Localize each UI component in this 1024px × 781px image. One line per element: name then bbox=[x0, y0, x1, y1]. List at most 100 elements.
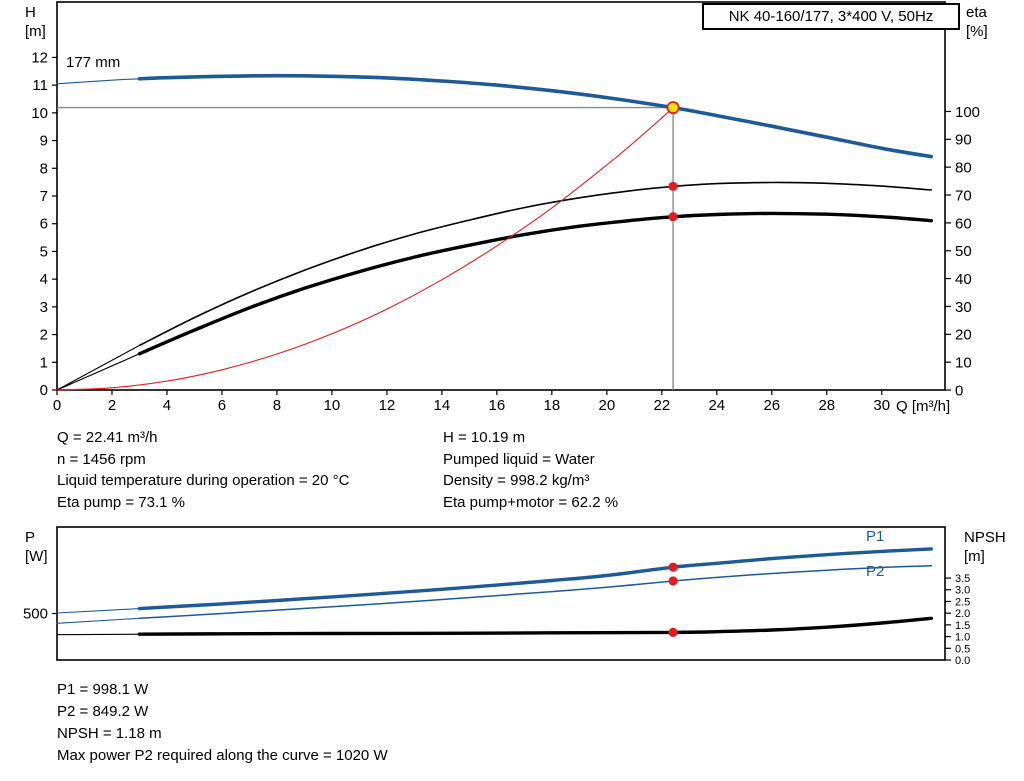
y-left-tick-label: 11 bbox=[32, 77, 48, 94]
y-right-tick-label: 1.5 bbox=[955, 620, 970, 632]
y-right-tick-label: 70 bbox=[955, 187, 972, 204]
y-left-tick-label: 5 bbox=[40, 243, 48, 260]
p-axis-symbol: P bbox=[25, 529, 36, 546]
eta-pump-row: Eta pump = 73.1 % bbox=[57, 493, 185, 511]
p1-row: P1 = 998.1 W bbox=[57, 681, 149, 698]
x-tick-label: 6 bbox=[218, 397, 226, 414]
y-right-tick-label: 50 bbox=[955, 243, 972, 260]
x-tick-label: 16 bbox=[489, 397, 506, 414]
head-curve-177mm-lead bbox=[56, 78, 141, 85]
p1-curve bbox=[137, 547, 933, 611]
x-tick-label: 22 bbox=[653, 397, 670, 414]
operating-data-left: Q = 22.41 m³/h n = 1456 rpm Liquid tempe… bbox=[57, 427, 349, 513]
x-tick-label: 30 bbox=[873, 397, 890, 414]
x-tick-label: 14 bbox=[434, 397, 451, 414]
y-right-tick-label: 3.5 bbox=[955, 573, 970, 585]
eta-axis-symbol: eta bbox=[966, 4, 987, 21]
liquid-temperature-row: Liquid temperature during operation = 20… bbox=[57, 472, 350, 489]
npsh-axis-symbol: NPSH bbox=[964, 529, 1006, 546]
power-plot-border bbox=[56, 526, 946, 661]
speed-row: n = 1456 rpm bbox=[57, 450, 146, 468]
y-right-tick-label: 20 bbox=[955, 327, 972, 344]
y-right-tick-label: 1.0 bbox=[955, 632, 970, 644]
y-right-tick-label: 0 bbox=[955, 382, 963, 399]
y-left-tick-label: 10 bbox=[31, 105, 48, 122]
npsh-row: NPSH = 1.18 m bbox=[57, 725, 162, 742]
power-data-block: P1 = 998.1 W P2 = 849.2 W NPSH = 1.18 m … bbox=[57, 679, 388, 767]
h-axis-label: H [m] bbox=[25, 3, 46, 41]
x-tick-label: 2 bbox=[108, 397, 116, 414]
y-right-tick-label: 2.5 bbox=[955, 596, 970, 608]
eta-pump-motor-row: Eta pump+motor = 62.2 % bbox=[443, 493, 619, 511]
y-right-tick-label: 80 bbox=[955, 160, 972, 177]
q-axis-label: Q [m³/h] bbox=[896, 398, 951, 415]
eta-pump-marker bbox=[668, 181, 678, 191]
head-row: H = 10.19 m bbox=[443, 429, 526, 446]
y-right-tick-label: 0.5 bbox=[955, 643, 970, 655]
p1-curve-lead bbox=[56, 608, 141, 614]
system-curve bbox=[56, 107, 674, 391]
h-axis-unit: [m] bbox=[25, 23, 46, 40]
npsh-curve-lead bbox=[56, 633, 141, 636]
y-left-tick-label: 8 bbox=[40, 160, 48, 177]
p1-curve-label: P1 bbox=[866, 528, 885, 545]
y-left-tick-label: 9 bbox=[40, 133, 48, 150]
y-right-tick-label: 100 bbox=[955, 104, 980, 121]
eta-axis-unit: [%] bbox=[966, 23, 988, 40]
npsh-duty-marker bbox=[668, 627, 678, 637]
x-tick-label: 26 bbox=[763, 397, 780, 414]
x-tick-label: 0 bbox=[53, 397, 61, 414]
x-tick-label: 24 bbox=[708, 397, 725, 414]
eta-axis-label: eta [%] bbox=[966, 3, 988, 41]
y-left-tick-label: 2 bbox=[40, 327, 48, 344]
operating-data-right: H = 10.19 m Pumped liquid = Water Densit… bbox=[443, 427, 618, 513]
y-right-tick-label: 90 bbox=[955, 132, 972, 149]
density-row: Density = 998.2 kg/m³ bbox=[443, 472, 590, 489]
p-axis-label: P [W] bbox=[25, 528, 48, 566]
npsh-axis-unit: [m] bbox=[964, 548, 985, 565]
y-left-tick-label: 6 bbox=[40, 216, 48, 233]
h-axis-symbol: H bbox=[25, 4, 36, 21]
duty-point-marker bbox=[666, 101, 680, 115]
eta-pump-curve-lead bbox=[56, 344, 141, 391]
p2-curve bbox=[138, 565, 933, 620]
pump-title-box: NK 40-160/177, 3*400 V, 50Hz bbox=[702, 3, 960, 30]
npsh-axis-label: NPSH [m] bbox=[964, 528, 1006, 566]
x-tick-label: 4 bbox=[163, 397, 171, 414]
impeller-diameter-label: 177 mm bbox=[66, 54, 121, 71]
y-right-tick-label: 10 bbox=[955, 355, 972, 372]
x-tick-label: 18 bbox=[544, 397, 561, 414]
y-left-tick-label: 7 bbox=[40, 188, 48, 205]
eta-pump-motor-marker bbox=[668, 212, 678, 222]
y-right-tick-label: 2.0 bbox=[955, 608, 970, 620]
p1-duty-marker bbox=[668, 562, 678, 572]
eta-pump-motor-curve-lead bbox=[56, 353, 141, 391]
p2-curve-label: P2 bbox=[866, 563, 885, 580]
head-curve-177mm bbox=[137, 73, 934, 159]
x-tick-label: 8 bbox=[273, 397, 281, 414]
y-right-tick-label: 60 bbox=[955, 215, 972, 232]
x-tick-label: 28 bbox=[818, 397, 835, 414]
y-right-tick-label: 30 bbox=[955, 299, 972, 316]
p-axis-unit: [W] bbox=[25, 548, 48, 565]
y-left-tick-label: 3 bbox=[40, 299, 48, 316]
x-tick-label: 12 bbox=[379, 397, 396, 414]
y-left-tick-label: 500 bbox=[23, 605, 48, 622]
x-tick-label: 10 bbox=[324, 397, 341, 414]
p2-curve-lead bbox=[56, 617, 141, 624]
eta-pump-motor-curve bbox=[137, 211, 933, 356]
y-left-tick-label: 0 bbox=[40, 382, 48, 399]
y-left-tick-label: 4 bbox=[40, 271, 48, 288]
flow-row: Q = 22.41 m³/h bbox=[57, 429, 158, 446]
x-tick-label: 20 bbox=[599, 397, 616, 414]
npsh-curve bbox=[137, 616, 933, 636]
y-right-tick-label: 0.0 bbox=[955, 655, 970, 667]
max-power-row: Max power P2 required along the curve = … bbox=[57, 747, 388, 764]
y-left-tick-label: 1 bbox=[40, 354, 48, 371]
p2-duty-marker bbox=[668, 576, 678, 586]
p2-row: P2 = 849.2 W bbox=[57, 703, 149, 720]
y-right-tick-label: 40 bbox=[955, 271, 972, 288]
eta-pump-curve bbox=[138, 181, 933, 347]
